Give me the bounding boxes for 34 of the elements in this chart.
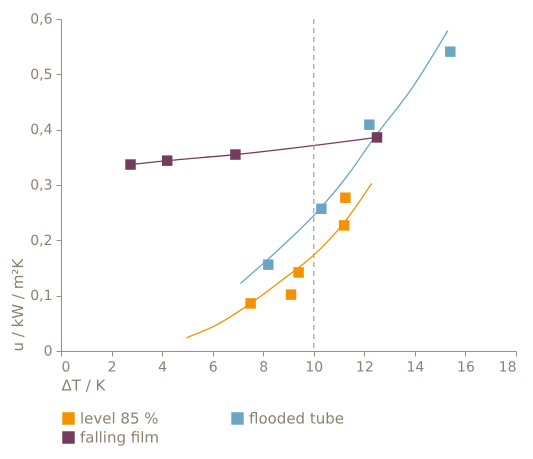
point (364, 119, 375, 130)
y-tick-label: 0,5 (30, 66, 52, 83)
legend-label: flooded tube (249, 410, 344, 428)
point (162, 155, 172, 166)
x-tick-label: 12 (356, 360, 374, 376)
line-series (240, 30, 448, 284)
x-tick-label: 8 (259, 360, 268, 376)
x-tick-label: 6 (208, 360, 218, 376)
y-tick-label: 0,4 (30, 122, 53, 138)
x-tick-label: 10 (305, 360, 324, 376)
point (286, 289, 296, 300)
x-tick-label: 16 (457, 360, 475, 376)
x-tick-label: 4 (158, 360, 168, 376)
x-tick-label: 2 (108, 360, 117, 376)
point (293, 267, 304, 278)
line-series (186, 182, 372, 338)
x-axis-title: ΔT / K (62, 376, 107, 394)
y-tick-label: 0,1 (30, 288, 52, 304)
x-tick-label: 18 (498, 360, 516, 376)
x-tick-label: 0 (62, 360, 70, 376)
y-tick-label: 0,3 (30, 178, 52, 194)
y-tick-label: 0,6 (30, 12, 53, 28)
y-tick-label: 0 (44, 344, 52, 360)
legend-label: level 85 % (80, 410, 159, 428)
point (263, 259, 274, 270)
point (125, 159, 136, 170)
point (230, 149, 241, 160)
point (372, 132, 382, 143)
y-axis-title: u / kW / m²K (9, 258, 28, 352)
legend-label: falling film (80, 428, 159, 446)
y-tick-label: 0,2 (30, 232, 52, 249)
point (340, 192, 351, 203)
point (445, 46, 456, 57)
x-tick-label: 14 (406, 360, 424, 376)
